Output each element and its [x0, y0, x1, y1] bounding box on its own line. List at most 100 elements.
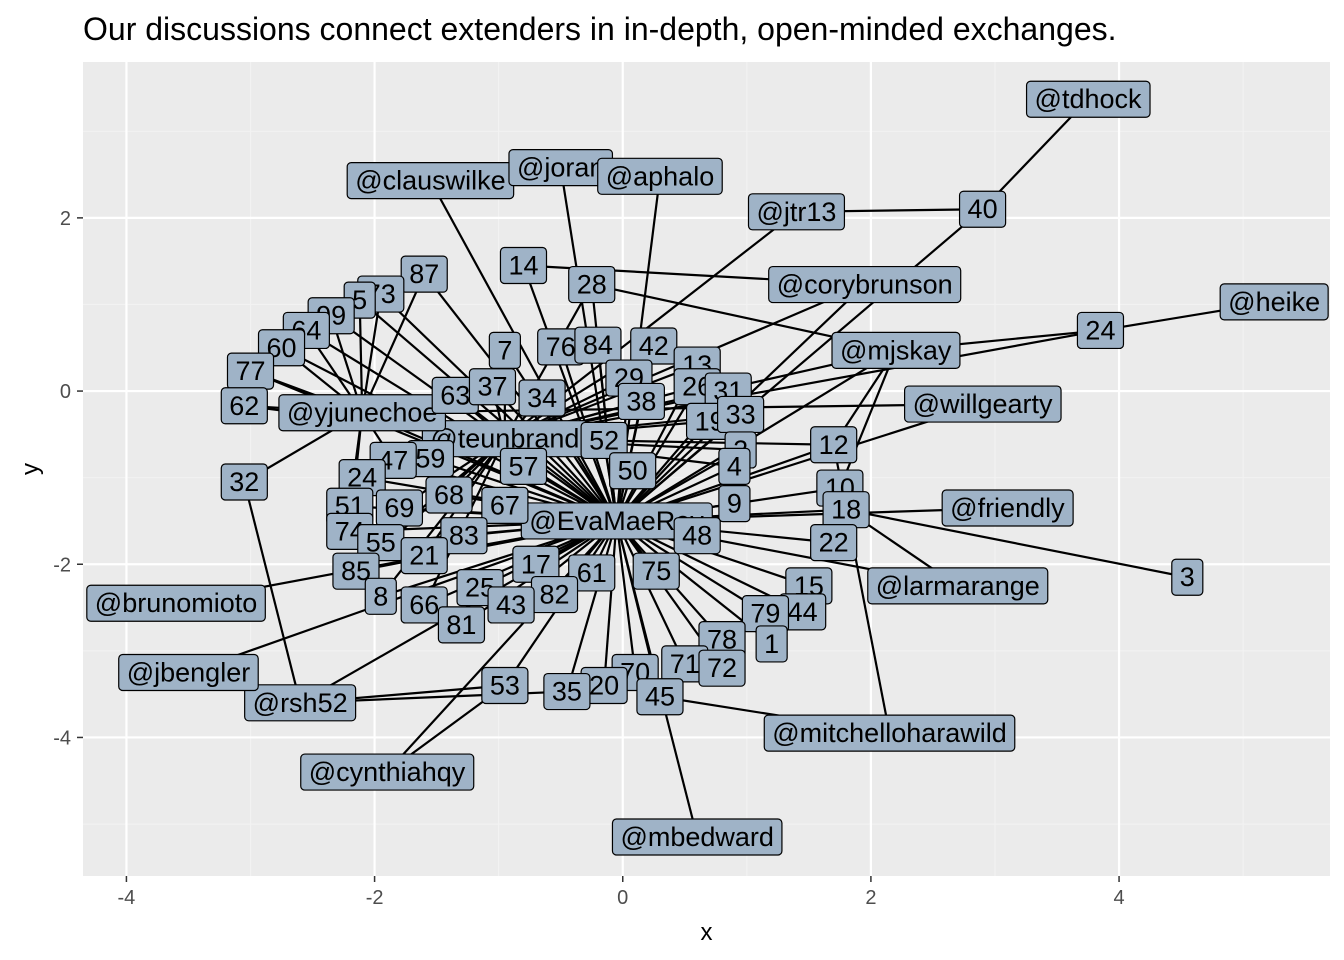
node-text: 75	[641, 556, 671, 586]
nodes-layer: @EvaMaeRey@teunbrand@yjunechoe@clauswilk…	[86, 80, 1329, 856]
node-text: 77	[235, 356, 265, 386]
node-label: 79	[741, 595, 790, 633]
node-label: @aphalo	[597, 157, 723, 195]
node-label: 62	[220, 387, 268, 425]
edge	[504, 329, 1101, 440]
node-box	[617, 382, 665, 421]
node-text: @cynthiahqy	[309, 757, 466, 787]
node-text: 62	[229, 391, 259, 421]
node-label: 77	[226, 352, 275, 390]
node-label: @teunbrand	[421, 420, 588, 458]
node-box	[611, 818, 783, 856]
x-tick-label: 0	[617, 887, 628, 909]
node-box	[118, 653, 259, 692]
edge	[429, 180, 618, 522]
node-text: 1	[764, 629, 779, 659]
node-label: @rsh52	[244, 684, 357, 722]
node-label: 82	[530, 575, 579, 614]
edge	[541, 397, 618, 522]
node-label: 68	[425, 476, 473, 514]
node-text: 24	[1085, 315, 1115, 345]
node-label: @brunomioto	[86, 584, 266, 622]
node-text: 48	[682, 521, 712, 551]
node-box	[364, 577, 397, 615]
node-text: @heike	[1228, 287, 1320, 317]
node-box	[718, 485, 751, 523]
node-text: 44	[788, 597, 818, 627]
node-box	[518, 379, 566, 417]
node-label: @larmarange	[867, 567, 1049, 605]
edge	[361, 273, 426, 414]
node-text: 59	[415, 444, 445, 474]
node-box	[468, 368, 517, 406]
node-text: @brunomioto	[95, 588, 258, 618]
edge	[361, 293, 382, 413]
node-label: 84	[574, 326, 622, 364]
edge	[243, 481, 302, 704]
node-text: 17	[521, 549, 551, 579]
node-text: @mjskay	[840, 335, 952, 365]
y-axis-title: y	[17, 463, 44, 475]
node-box	[698, 649, 746, 687]
edge	[358, 299, 618, 522]
node-label: @jtr13	[747, 193, 846, 231]
node-label: @friendly	[941, 489, 1074, 527]
edge	[603, 520, 618, 686]
node-text: @jtr13	[756, 197, 836, 227]
node-text: @mbedward	[620, 822, 773, 852]
node-text: 8	[373, 581, 388, 611]
node-text: @friendly	[950, 493, 1065, 523]
node-box	[718, 447, 751, 486]
edge	[615, 386, 699, 522]
edge	[522, 265, 618, 522]
node-label: 32	[220, 463, 268, 501]
node-label: 17	[512, 545, 560, 583]
y-tick-label: -2	[53, 554, 71, 576]
axis-ticks	[77, 217, 1120, 882]
node-box	[941, 489, 1074, 527]
node-text: 43	[496, 590, 526, 620]
node-label: 71	[661, 645, 709, 683]
y-tick-label: 2	[60, 208, 71, 230]
node-text: 5	[352, 285, 367, 315]
node-label: 22	[810, 524, 858, 562]
node-label: 35	[543, 672, 591, 711]
node-text: @larmarange	[876, 571, 1040, 601]
node-box	[220, 463, 268, 501]
node-box	[580, 421, 628, 460]
node-label: 7	[488, 331, 521, 369]
node-text: 35	[552, 677, 582, 707]
node-text: 76	[546, 332, 576, 362]
node-text: 53	[490, 670, 520, 700]
node-box	[747, 193, 846, 231]
node-text: @corybrunson	[777, 270, 953, 300]
node-box	[636, 678, 684, 716]
node-text: 63	[440, 380, 470, 410]
node-label: 67	[481, 486, 529, 524]
node-box	[244, 684, 357, 722]
node-box	[220, 387, 268, 425]
node-box	[400, 536, 448, 575]
node-box	[810, 524, 858, 562]
node-text: 71	[670, 649, 700, 679]
node-text: 72	[707, 653, 737, 683]
node-label: 45	[636, 678, 684, 716]
node-box	[1025, 80, 1151, 118]
edge	[565, 520, 618, 692]
node-text: 33	[726, 399, 756, 429]
node-label: 63	[431, 376, 479, 414]
node-text: @willgearty	[913, 389, 1053, 419]
node-label: @corybrunson	[768, 265, 962, 304]
node-box	[487, 586, 535, 624]
node-label: 1	[755, 625, 788, 663]
node-box	[673, 517, 721, 555]
node-label: 8	[364, 577, 397, 615]
node-label: 76	[537, 328, 585, 366]
axis-tick-labels: -4 -2 0 2 4-4-202	[53, 208, 1124, 909]
node-label: 57	[499, 447, 548, 486]
node-label: 18	[822, 491, 870, 529]
node-text: @yjunechoe	[287, 398, 438, 428]
edge	[358, 300, 364, 413]
node-box	[425, 476, 473, 514]
